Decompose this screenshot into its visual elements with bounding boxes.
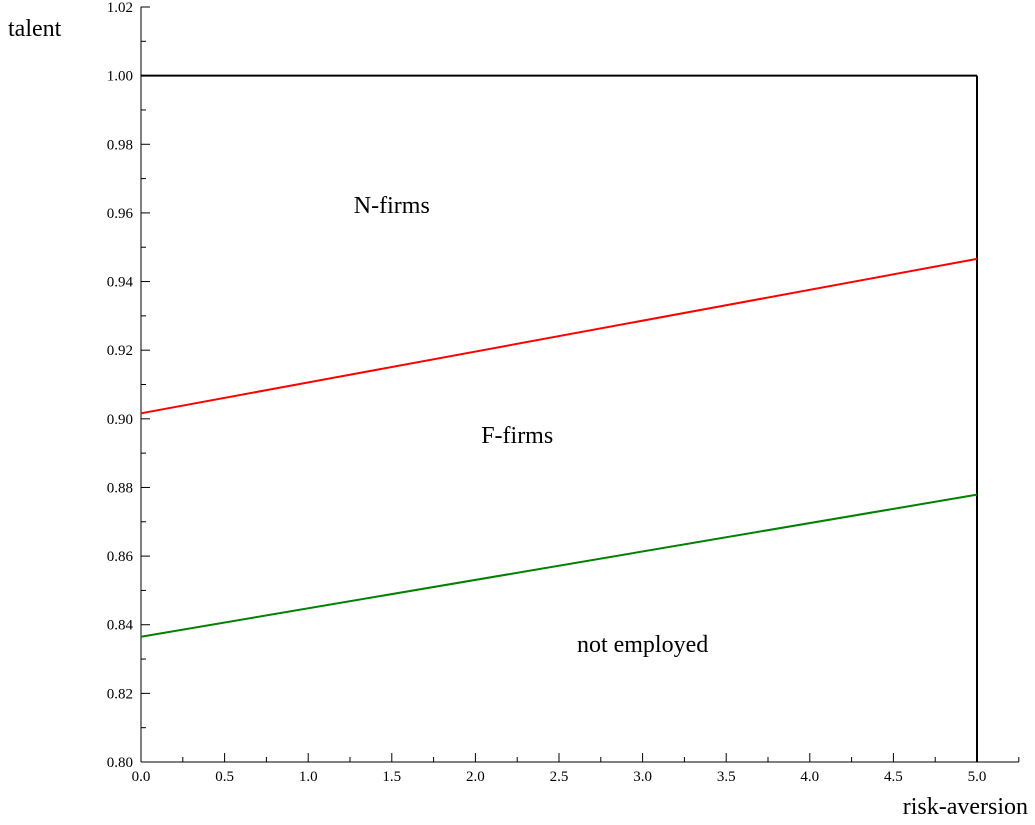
y-axis-title: talent [8, 16, 62, 42]
y-tick-label: 1.02 [107, 0, 133, 16]
x-tick-label: 4.0 [800, 769, 819, 785]
y-tick-label: 1.00 [107, 69, 133, 85]
labels-layer: 0.0 0.5 1.0 1.5 2.0 2.5 3.0 3.5 4.0 4.5 5.0 0.80 0.8… [8, 0, 1028, 820]
x-axis-title: risk-aversion [903, 794, 1028, 820]
y-tick-label: 0.94 [107, 275, 134, 291]
x-tick-label: 0.5 [215, 769, 234, 785]
y-tick-label: 0.82 [107, 686, 133, 702]
series-line-2 [140, 257, 978, 415]
y-tick-label: 0.80 [107, 755, 133, 771]
annotation-0: N-firms [354, 193, 430, 219]
x-tick-label: 2.5 [550, 769, 569, 785]
x-tick-label: 3.5 [717, 769, 736, 785]
series-line-3 [140, 493, 978, 638]
x-tick-label: 1.5 [382, 769, 401, 785]
x-tick-label: 4.5 [884, 769, 903, 785]
y-tick-label: 0.86 [107, 549, 134, 565]
x-tick-label: 2.0 [466, 769, 485, 785]
y-tick-label: 0.88 [107, 480, 133, 496]
x-tick-label: 0.0 [132, 769, 151, 785]
annotation-2: not employed [577, 632, 708, 658]
x-tick-label: 1.0 [299, 769, 318, 785]
y-tick-label: 0.98 [107, 137, 133, 153]
x-tick-label: 5.0 [968, 769, 987, 785]
series-layer [140, 74, 978, 762]
y-tick-label: 0.90 [107, 412, 133, 428]
annotation-1: F-firms [481, 423, 553, 449]
x-tick-label: 3.0 [633, 769, 652, 785]
y-tick-label: 0.92 [107, 343, 133, 359]
y-tick-label: 0.84 [107, 618, 134, 634]
y-tick-label: 0.96 [107, 206, 134, 222]
